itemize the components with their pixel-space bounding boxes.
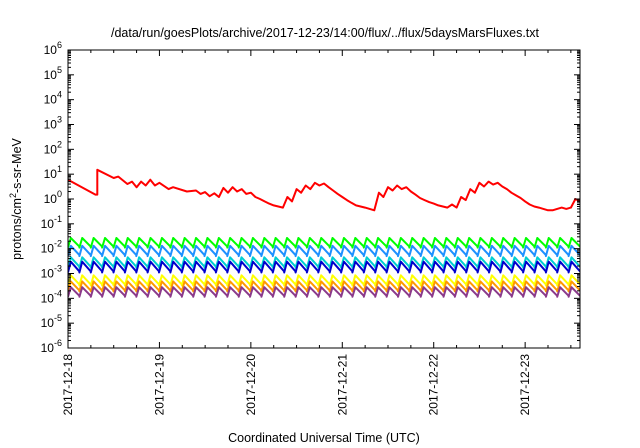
series-line-1 (68, 237, 580, 249)
y-axis-label-rest: -s-sr-MeV (10, 137, 24, 193)
y-tick-label: 102 (44, 139, 62, 156)
plot-frame (67, 49, 581, 349)
x-tick-label: 2017-12-19 (152, 354, 166, 416)
series-line-0 (68, 168, 580, 212)
y-tick-label: 105 (44, 65, 62, 82)
series-line-3 (68, 256, 580, 269)
x-tick-label: 2017-12-20 (244, 354, 258, 416)
y-axis-label-sup: 2 (8, 193, 18, 198)
series-line-6 (68, 280, 580, 293)
y-tick-label: 103 (44, 115, 62, 132)
y-tick-label: 10-6 (41, 338, 62, 355)
y-tick-label: 10-3 (41, 264, 62, 281)
x-axis-label: Coordinated Universal Time (UTC) (228, 431, 420, 445)
y-tick-label: 101 (44, 164, 62, 181)
y-tick-label: 10-2 (41, 239, 62, 256)
x-tick-label: 2017-12-21 (335, 354, 349, 416)
series-group (68, 168, 580, 298)
x-tick-label: 2017-12-23 (518, 354, 532, 416)
series-line-2 (68, 244, 580, 258)
x-tick-label: 2017-12-22 (427, 354, 441, 416)
series-line-4 (68, 260, 580, 274)
y-axis-label-base: protons/cm (10, 198, 24, 260)
series-line-5 (68, 274, 580, 287)
y-tick-label: 10-1 (41, 214, 62, 231)
series-line-7 (68, 286, 580, 298)
y-tick-label: 104 (44, 90, 62, 107)
y-tick-label: 10-5 (41, 313, 62, 330)
y-tick-label: 106 (44, 40, 62, 57)
chart-title: /data/run/goesPlots/archive/2017-12-23/1… (111, 26, 540, 40)
y-tick-label: 100 (44, 189, 62, 206)
x-axis: 2017-12-18 2017-12-19 2017-12-20 2017-12-21… (61, 50, 572, 416)
y-axis: 10-6 10-5 10-4 10-3 10-2 10-1 100 101 102 103 104 1… (41, 40, 580, 355)
x-tick-label: 2017-12-18 (61, 354, 75, 416)
y-axis-label: protons/cm2-s-sr-MeV (8, 137, 24, 259)
y-tick-label: 10-4 (41, 288, 62, 305)
